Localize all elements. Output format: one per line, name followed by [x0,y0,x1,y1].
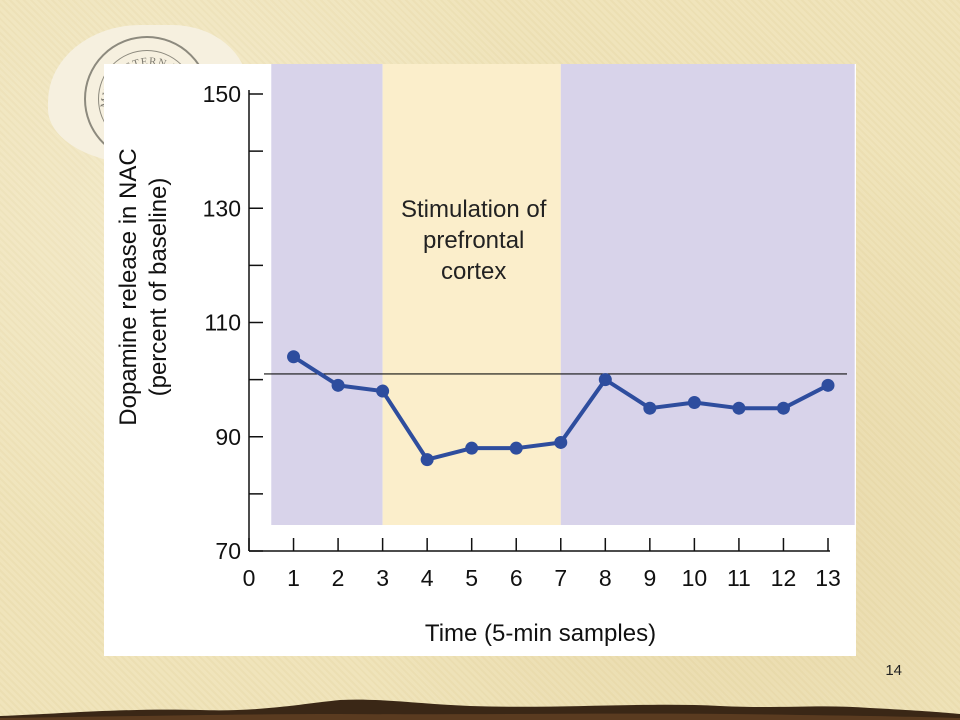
x-tick-label: 13 [815,565,841,591]
region-label-line: cortex [441,258,506,285]
data-point [509,441,523,455]
data-point [776,401,790,415]
data-point [687,395,701,409]
region-label-line: Stimulation of [401,196,547,223]
data-point [376,384,390,398]
data-point [331,378,345,392]
shaded-region-1 [271,64,383,525]
x-tick-label: 9 [643,565,656,591]
data-point [598,373,612,387]
data-point [465,441,479,455]
x-tick-label: 3 [376,565,389,591]
y-tick-label: 70 [215,538,241,564]
y-tick-label: 90 [215,424,241,450]
line-chart: Stimulation ofprefrontalcortex9011013015… [115,64,855,647]
x-tick-label: 4 [421,565,434,591]
x-axis-title: Time (5-min samples) [425,620,656,647]
x-tick-label: 11 [727,565,751,591]
x-tick-label: 12 [771,565,797,591]
x-tick-label: 6 [510,565,523,591]
bottom-border-decoration [0,699,960,720]
data-point [643,401,657,415]
x-tick-label: 2 [332,565,345,591]
y-tick-label: 130 [203,195,241,221]
x-tick-label: 10 [682,565,708,591]
x-tick-label: 8 [599,565,612,591]
x-tick-label: 1 [287,565,300,591]
slide-number: 14 [885,662,902,679]
y-tick-label: 110 [204,310,241,336]
chart-panel: Stimulation of prefrontal cortex 90 110 130 15… [104,64,856,656]
x-tick-label: 7 [554,565,567,591]
y-axis-title-line2: (percent of baseline) [145,178,172,397]
data-point [554,435,568,449]
y-tick-label: 150 [203,81,241,107]
data-point [420,453,434,467]
data-point [287,350,301,364]
shaded-region-2 [382,64,561,525]
region-label-line: prefrontal [423,227,524,254]
data-point [821,378,835,392]
x-tick-label: 5 [465,565,478,591]
x-tick-label: 0 [243,565,256,591]
data-point [732,401,746,415]
shaded-region-3 [560,64,855,525]
y-axis-title-line1: Dopamine release in NAC [115,148,142,425]
